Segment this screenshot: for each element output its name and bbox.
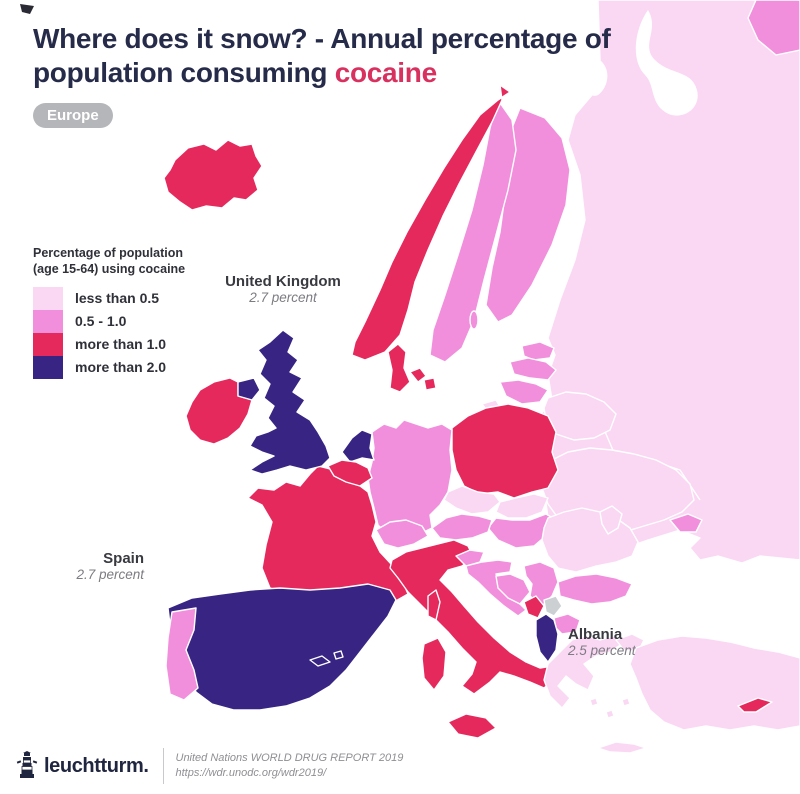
- country-moldova: [599, 505, 623, 535]
- country-bosnia: [495, 573, 531, 605]
- page-title: Where does it snow? - Annual percentage …: [33, 22, 673, 90]
- country-estonia: [521, 341, 555, 361]
- legend-label: 0.5 - 1.0: [75, 313, 127, 329]
- country-ireland: [185, 377, 253, 445]
- annotation-country-name: United Kingdom: [225, 273, 341, 290]
- legend-row: less than 0.5: [33, 286, 185, 310]
- annotation-united-kingdom: United Kingdom 2.7 percent: [193, 273, 373, 306]
- annotation-albania: Albania 2.5 percent: [568, 626, 636, 659]
- legend-rows: less than 0.5 0.5 - 1.0 more than 1.0 mo…: [33, 286, 185, 379]
- country-norway: [351, 84, 511, 361]
- legend-label: more than 2.0: [75, 359, 167, 375]
- white-sea: [635, 10, 698, 116]
- country-iceland: [163, 139, 263, 211]
- legend-row: 0.5 - 1.0: [33, 309, 185, 333]
- country-slovakia: [495, 493, 549, 519]
- country-netherlands: [341, 429, 375, 463]
- country-gotland: [469, 310, 479, 330]
- country-corsica: [427, 589, 441, 621]
- legend-title-line2: (age 15-64) using cocaine: [33, 262, 186, 277]
- country-austria: [431, 513, 493, 541]
- annotation-country-value: 2.7 percent: [249, 290, 317, 306]
- country-balearics: [309, 650, 344, 667]
- page-title-line1: Where does it snow? - Annual percentage …: [33, 23, 611, 54]
- page-title-highlight: cocaine: [334, 57, 437, 89]
- country-sicily: [447, 713, 497, 739]
- country-poland: [451, 403, 559, 499]
- country-montenegro: [523, 595, 545, 619]
- annotation-country-name: Albania: [568, 626, 623, 643]
- brand-logo: leuchtturm.: [16, 751, 149, 781]
- legend-title: Percentage of population (age 15-64) usi…: [33, 245, 185, 278]
- legend-row: more than 1.0: [33, 332, 185, 356]
- source-line1: United Nations WORLD DRUG REPORT 2019: [175, 752, 404, 765]
- legend-swatch-1: [33, 309, 63, 333]
- country-cyprus: [737, 697, 773, 713]
- annotation-spain: Spain 2.7 percent: [36, 550, 144, 583]
- lighthouse-icon: [16, 751, 38, 778]
- country-latvia: [509, 357, 557, 381]
- legend-label: less than 0.5: [75, 290, 160, 306]
- country-lithuania: [499, 379, 549, 405]
- country-germany: [367, 419, 453, 536]
- corner-mark: [20, 4, 34, 14]
- country-portugal: [165, 607, 199, 701]
- country-bulgaria: [557, 573, 633, 605]
- legend-swatch-3: [33, 355, 63, 379]
- country-albania: [535, 613, 559, 663]
- country-crete: [597, 741, 647, 754]
- country-slovenia: [455, 549, 485, 567]
- country-spain: [167, 583, 397, 711]
- legend-title-line1: Percentage of population: [33, 246, 184, 260]
- country-czechia: [443, 485, 501, 515]
- source-citation: United Nations WORLD DRUG REPORT 2019 ht…: [176, 751, 404, 781]
- source-line2: https://wdr.unodc.org/wdr2019/: [175, 767, 327, 779]
- annotation-country-name: Spain: [103, 550, 144, 567]
- annotation-country-value: 2.5 percent: [568, 643, 636, 659]
- page-title-line2-prefix: population consuming: [33, 57, 335, 89]
- country-sardinia: [421, 637, 447, 691]
- country-greece: [543, 635, 623, 709]
- country-denmark-islands: [409, 367, 437, 391]
- country-denmark: [387, 343, 411, 393]
- region-badge: Europe: [33, 103, 113, 128]
- legend: Percentage of population (age 15-64) usi…: [33, 245, 185, 379]
- annotation-country-value: 2.7 percent: [76, 567, 144, 583]
- country-russia-corner: [747, 0, 800, 56]
- country-kosovo: [543, 595, 563, 617]
- footer-divider: [162, 748, 164, 784]
- country-belgium: [327, 459, 373, 487]
- legend-label: more than 1.0: [75, 336, 167, 352]
- white-sea-inlet: [587, 60, 608, 96]
- page-title-line2: population consuming cocaine: [33, 56, 673, 90]
- country-crimea: [669, 513, 703, 533]
- footer: leuchtturm. United Nations WORLD DRUG RE…: [16, 748, 786, 784]
- country-sweden: [429, 99, 517, 363]
- legend-row: more than 2.0: [33, 355, 185, 379]
- legend-swatch-2: [33, 332, 63, 356]
- legend-swatch-0: [33, 286, 63, 310]
- brand-name: leuchtturm.: [44, 754, 149, 777]
- country-uk: [249, 329, 331, 475]
- country-aegean-islands: [589, 697, 631, 719]
- country-switzerland: [375, 519, 429, 549]
- country-northern-ireland: [237, 377, 261, 401]
